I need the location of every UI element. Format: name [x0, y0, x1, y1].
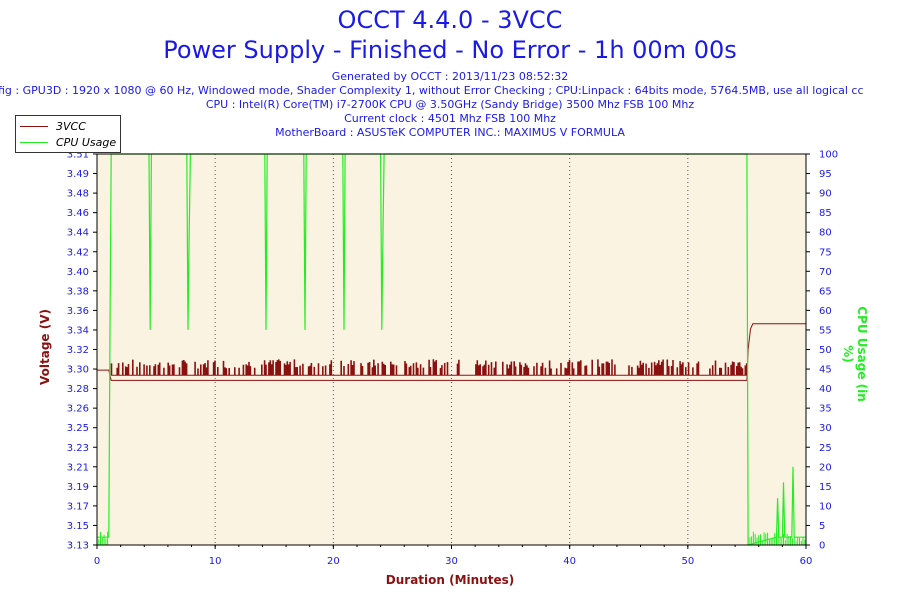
- y-tick-label: 3.36: [67, 306, 89, 317]
- y-tick-label: 3.26: [67, 404, 89, 415]
- y-tick-label: 3.28: [67, 384, 89, 395]
- legend-item-cpu: CPU Usage: [20, 135, 116, 149]
- y-tick-label: 3.51: [67, 150, 89, 161]
- legend-label-cpu: CPU Usage: [56, 135, 117, 149]
- y-tick-label: 3.44: [67, 228, 89, 239]
- y2-tick-label: 80: [819, 228, 832, 239]
- y-tick-label: 3.25: [67, 423, 89, 434]
- legend-swatch-3vcc: [20, 125, 48, 127]
- generated-info: Generated by OCCT : 2013/11/23 08:52:32: [331, 70, 569, 83]
- x-tick-label: 20: [327, 556, 340, 567]
- y2-tick-label: 10: [819, 501, 832, 512]
- x-axis-title: Duration (Minutes): [385, 573, 515, 587]
- clock-info: Current clock : 4501 Mhz FSB 100 Mhz: [344, 112, 556, 125]
- y2-tick-label: 20: [819, 462, 832, 473]
- y-tick-label: 3.40: [67, 267, 89, 278]
- cpu-info: CPU : Intel(R) Core(TM) i7-2700K CPU @ 3…: [205, 98, 695, 111]
- y-tick-label: 3.30: [67, 365, 89, 376]
- y2-tick-label: 15: [819, 482, 832, 493]
- y-tick-label: 3.23: [67, 443, 89, 454]
- y-tick-label: 3.46: [67, 208, 89, 219]
- legend: 3VCC CPU Usage: [15, 115, 121, 153]
- chart-title: OCCT 4.4.0 - 3VCC: [337, 6, 563, 34]
- y-tick-label: 3.32: [67, 345, 89, 356]
- y-tick-label: 3.15: [67, 521, 89, 532]
- y-tick-label: 3.34: [67, 325, 89, 336]
- y-tick-label: 3.38: [67, 286, 89, 297]
- y2-tick-label: 70: [819, 267, 832, 278]
- legend-item-3vcc: 3VCC: [20, 119, 86, 133]
- y2-tick-label: 75: [819, 247, 832, 258]
- x-tick-label: 50: [681, 556, 694, 567]
- y2-tick-label: 40: [819, 384, 832, 395]
- y2-tick-label: 45: [819, 365, 832, 376]
- y2-tick-label: 50: [819, 345, 832, 356]
- y2-tick-label: 90: [819, 189, 832, 200]
- series-3vcc-noise: [110, 359, 748, 376]
- plot-frame: [96, 153, 807, 546]
- y2-tick-label: 30: [819, 423, 832, 434]
- y2-tick-label: 5: [819, 521, 825, 532]
- plot-background: [97, 154, 806, 545]
- legend-label-3vcc: 3VCC: [56, 119, 86, 133]
- y-tick-label: 3.48: [67, 189, 89, 200]
- legend-swatch-cpu: [20, 141, 48, 143]
- chart-subtitle: Power Supply - Finished - No Error - 1h …: [163, 36, 737, 64]
- x-tick-label: 0: [94, 556, 100, 567]
- y2-tick-label: 25: [819, 443, 832, 454]
- y2-tick-label: 85: [819, 208, 832, 219]
- y-tick-label: 3.42: [67, 247, 89, 258]
- y2-tick-label: 100: [819, 150, 838, 161]
- y2-tick-label: 0: [819, 541, 825, 552]
- y-tick-label: 3.13: [67, 541, 89, 552]
- x-tick-label: 40: [563, 556, 576, 567]
- motherboard-info: MotherBoard : ASUSTeK COMPUTER INC.: MAX…: [275, 126, 625, 139]
- y-tick-label: 3.21: [67, 462, 89, 473]
- y-tick-label: 3.17: [67, 501, 89, 512]
- y-tick-label: 3.19: [67, 482, 89, 493]
- y2-tick-label: 35: [819, 404, 832, 415]
- y-tick-label: 3.49: [67, 169, 89, 180]
- y2-tick-label: 60: [819, 306, 832, 317]
- config-info: fig : GPU3D : 1920 x 1080 @ 60 Hz, Windo…: [0, 84, 864, 97]
- x-tick-label: 10: [209, 556, 222, 567]
- y2-tick-label: 95: [819, 169, 832, 180]
- y2-tick-label: 55: [819, 325, 832, 336]
- y2-axis-title: CPU Usage (in %): [841, 306, 869, 402]
- x-tick-label: 60: [800, 556, 813, 567]
- series-cpu-line: [97, 153, 806, 546]
- y-axis-title: Voltage (V): [38, 309, 52, 385]
- x-tick-label: 30: [445, 556, 458, 567]
- y2-tick-label: 65: [819, 286, 832, 297]
